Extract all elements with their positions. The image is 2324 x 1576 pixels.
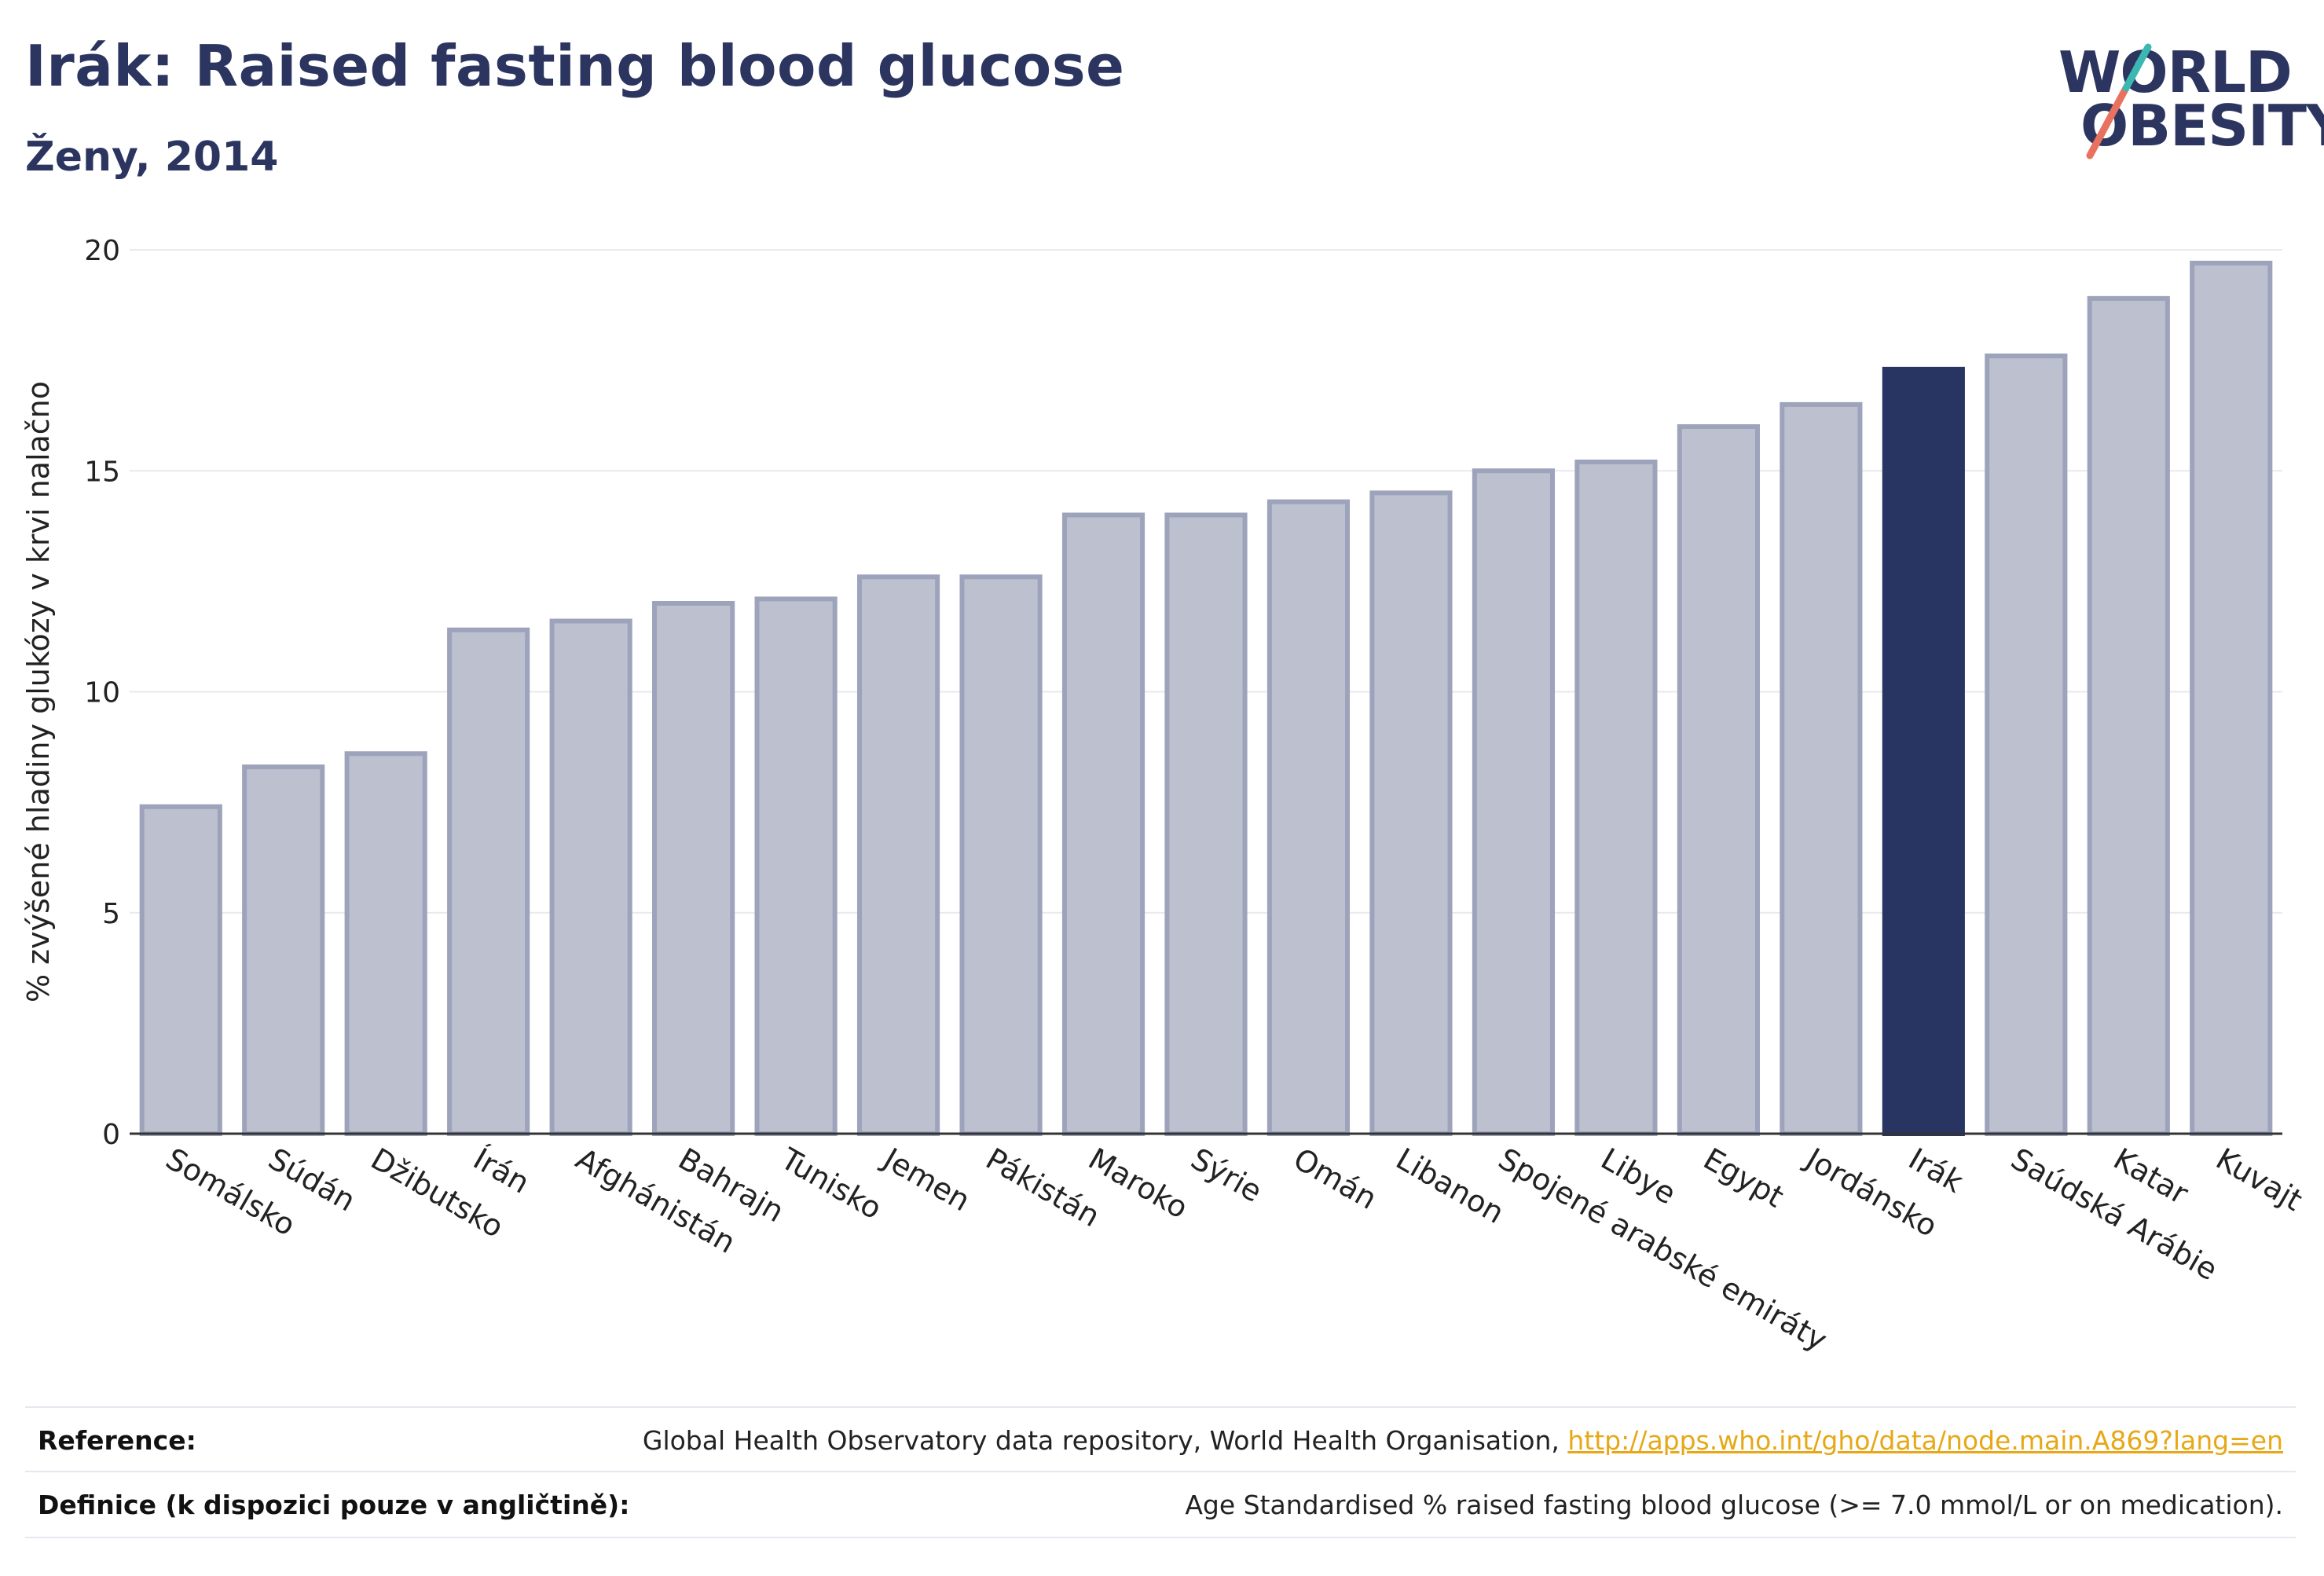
bar — [856, 574, 940, 1136]
x-tick-label: Kuvajt — [2210, 1142, 2308, 1218]
bar-highlight — [1882, 366, 1965, 1136]
definition-row: Definice (k dispozici pouze v angličtině… — [25, 1471, 2296, 1538]
y-tick-label: 5 — [102, 898, 120, 930]
bar — [1266, 499, 1351, 1136]
bar — [1472, 468, 1556, 1136]
x-tick-label: Tunisko — [775, 1141, 888, 1226]
bar — [549, 618, 632, 1136]
x-tick-label: Sýrie — [1186, 1142, 1268, 1209]
bar — [242, 764, 325, 1136]
bar — [1985, 354, 2068, 1136]
x-tick-label: Omán — [1288, 1142, 1383, 1216]
chart-title: Irák: Raised fasting blood glucose — [25, 33, 1125, 99]
bar — [652, 601, 735, 1136]
bar — [2190, 260, 2273, 1136]
reference-label: Reference: — [38, 1425, 196, 1456]
bars — [139, 260, 2273, 1136]
bar — [139, 804, 222, 1136]
world-obesity-logo: WORLD OBESITY — [2051, 24, 2324, 165]
y-tick-label: 0 — [102, 1119, 120, 1151]
x-tick-label: Libanon — [1390, 1142, 1509, 1230]
y-tick-label: 10 — [84, 677, 120, 709]
y-tick-label: 20 — [84, 235, 120, 267]
logo-word-world: WORLD — [2058, 39, 2293, 105]
chart-subtitle: Ženy, 2014 — [25, 134, 279, 181]
bar — [447, 627, 530, 1136]
reference-row: Reference: Global Health Observatory dat… — [25, 1406, 2296, 1472]
bar — [754, 596, 838, 1136]
x-tick-label: Egypt — [1698, 1142, 1790, 1215]
x-tick-label: Irák — [1903, 1142, 1969, 1200]
bar — [1677, 424, 1760, 1136]
reference-value: Global Health Observatory data repositor… — [643, 1425, 2283, 1456]
bar — [1061, 512, 1146, 1136]
y-axis-label: % zvýšené hladiny glukózy v krvi nalačno — [21, 381, 56, 1002]
bar — [959, 574, 1043, 1136]
y-tick-label: 15 — [84, 456, 120, 488]
bar — [1780, 401, 1863, 1136]
bar — [2087, 295, 2170, 1136]
bar — [1164, 512, 1248, 1136]
logo-slash-icon — [2086, 43, 2152, 159]
definition-value: Age Standardised % raised fasting blood … — [1185, 1490, 2283, 1520]
bar — [344, 751, 427, 1136]
x-tick-label: Pákistán — [981, 1142, 1106, 1234]
reference-text: Global Health Observatory data repositor… — [642, 1425, 1568, 1456]
x-tick-label: Jemen — [876, 1141, 976, 1219]
bar — [1574, 460, 1658, 1136]
bar — [1369, 490, 1453, 1136]
definition-label: Definice (k dispozici pouze v angličtině… — [38, 1490, 630, 1520]
x-tick-label: Írán — [467, 1142, 535, 1200]
reference-link[interactable]: http://apps.who.int/gho/data/node.main.A… — [1567, 1425, 2283, 1456]
